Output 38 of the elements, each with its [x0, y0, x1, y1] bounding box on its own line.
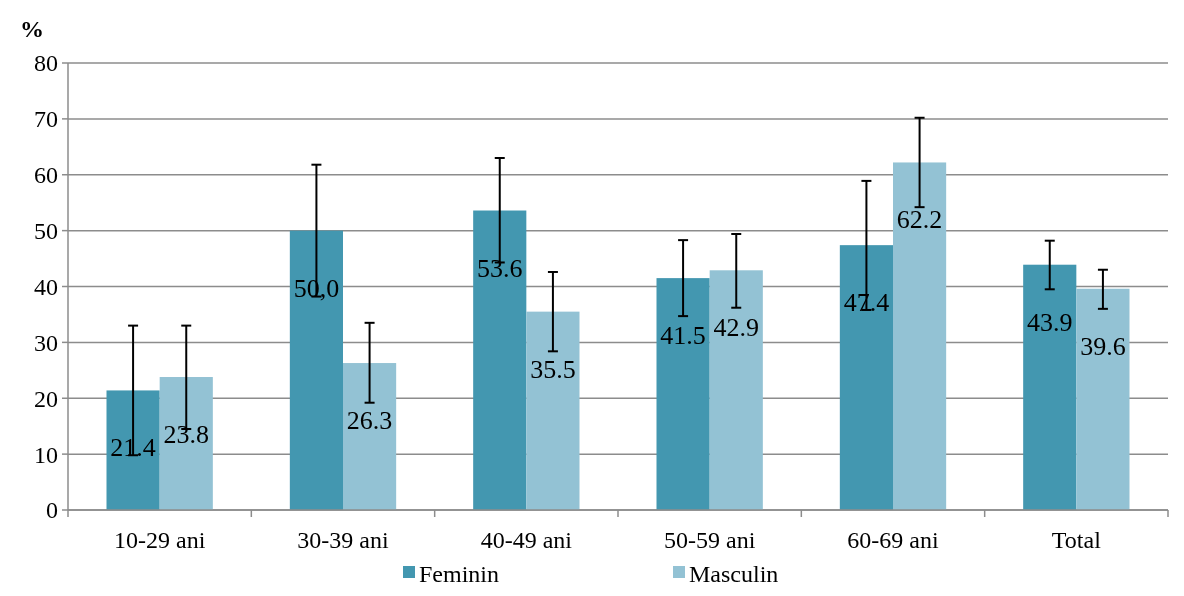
data-label: 26.3 — [346, 406, 393, 436]
data-label: 43.9 — [1027, 307, 1073, 337]
y-tick-label: 40 — [34, 273, 58, 300]
data-label: 35.5 — [530, 354, 576, 384]
data-label: 41.5 — [660, 321, 706, 351]
y-tick-label: 60 — [34, 162, 58, 189]
y-tick-label: 0 — [46, 497, 58, 524]
bar — [343, 363, 397, 510]
bar — [526, 311, 580, 510]
bar — [159, 377, 213, 510]
x-tick-label: 50-59 ani — [664, 527, 756, 553]
y-tick-label: 20 — [34, 385, 58, 412]
bar — [656, 278, 710, 510]
y-tick-label: 70 — [34, 106, 58, 133]
x-tick-label: 60-69 ani — [847, 527, 939, 553]
data-label: 39.6 — [1080, 331, 1126, 361]
bar — [893, 162, 947, 510]
bar — [709, 270, 763, 510]
data-label: 62.2 — [896, 205, 943, 235]
legend-label: Masculin — [689, 561, 779, 587]
bar — [1023, 264, 1077, 510]
x-tick-label: 30-39 ani — [297, 527, 389, 553]
data-label: 42.9 — [713, 313, 759, 343]
legend-label: Feminin — [419, 561, 500, 587]
y-tick-label: 50 — [34, 218, 58, 245]
bar — [1076, 288, 1130, 510]
data-label: 53.6 — [477, 253, 523, 283]
y-tick-label: 80 — [34, 50, 58, 77]
bar — [473, 210, 527, 510]
x-tick-label: 40-49 ani — [480, 527, 573, 553]
y-axis-title: % — [20, 16, 44, 42]
data-label: 23.8 — [163, 420, 209, 450]
x-tick-label: 10-29 ani — [114, 527, 206, 553]
x-tick-label: Total — [1051, 527, 1102, 553]
y-tick-label: 10 — [34, 441, 58, 468]
y-tick-label: 30 — [34, 329, 58, 356]
bar — [289, 230, 343, 510]
bar — [839, 245, 893, 510]
